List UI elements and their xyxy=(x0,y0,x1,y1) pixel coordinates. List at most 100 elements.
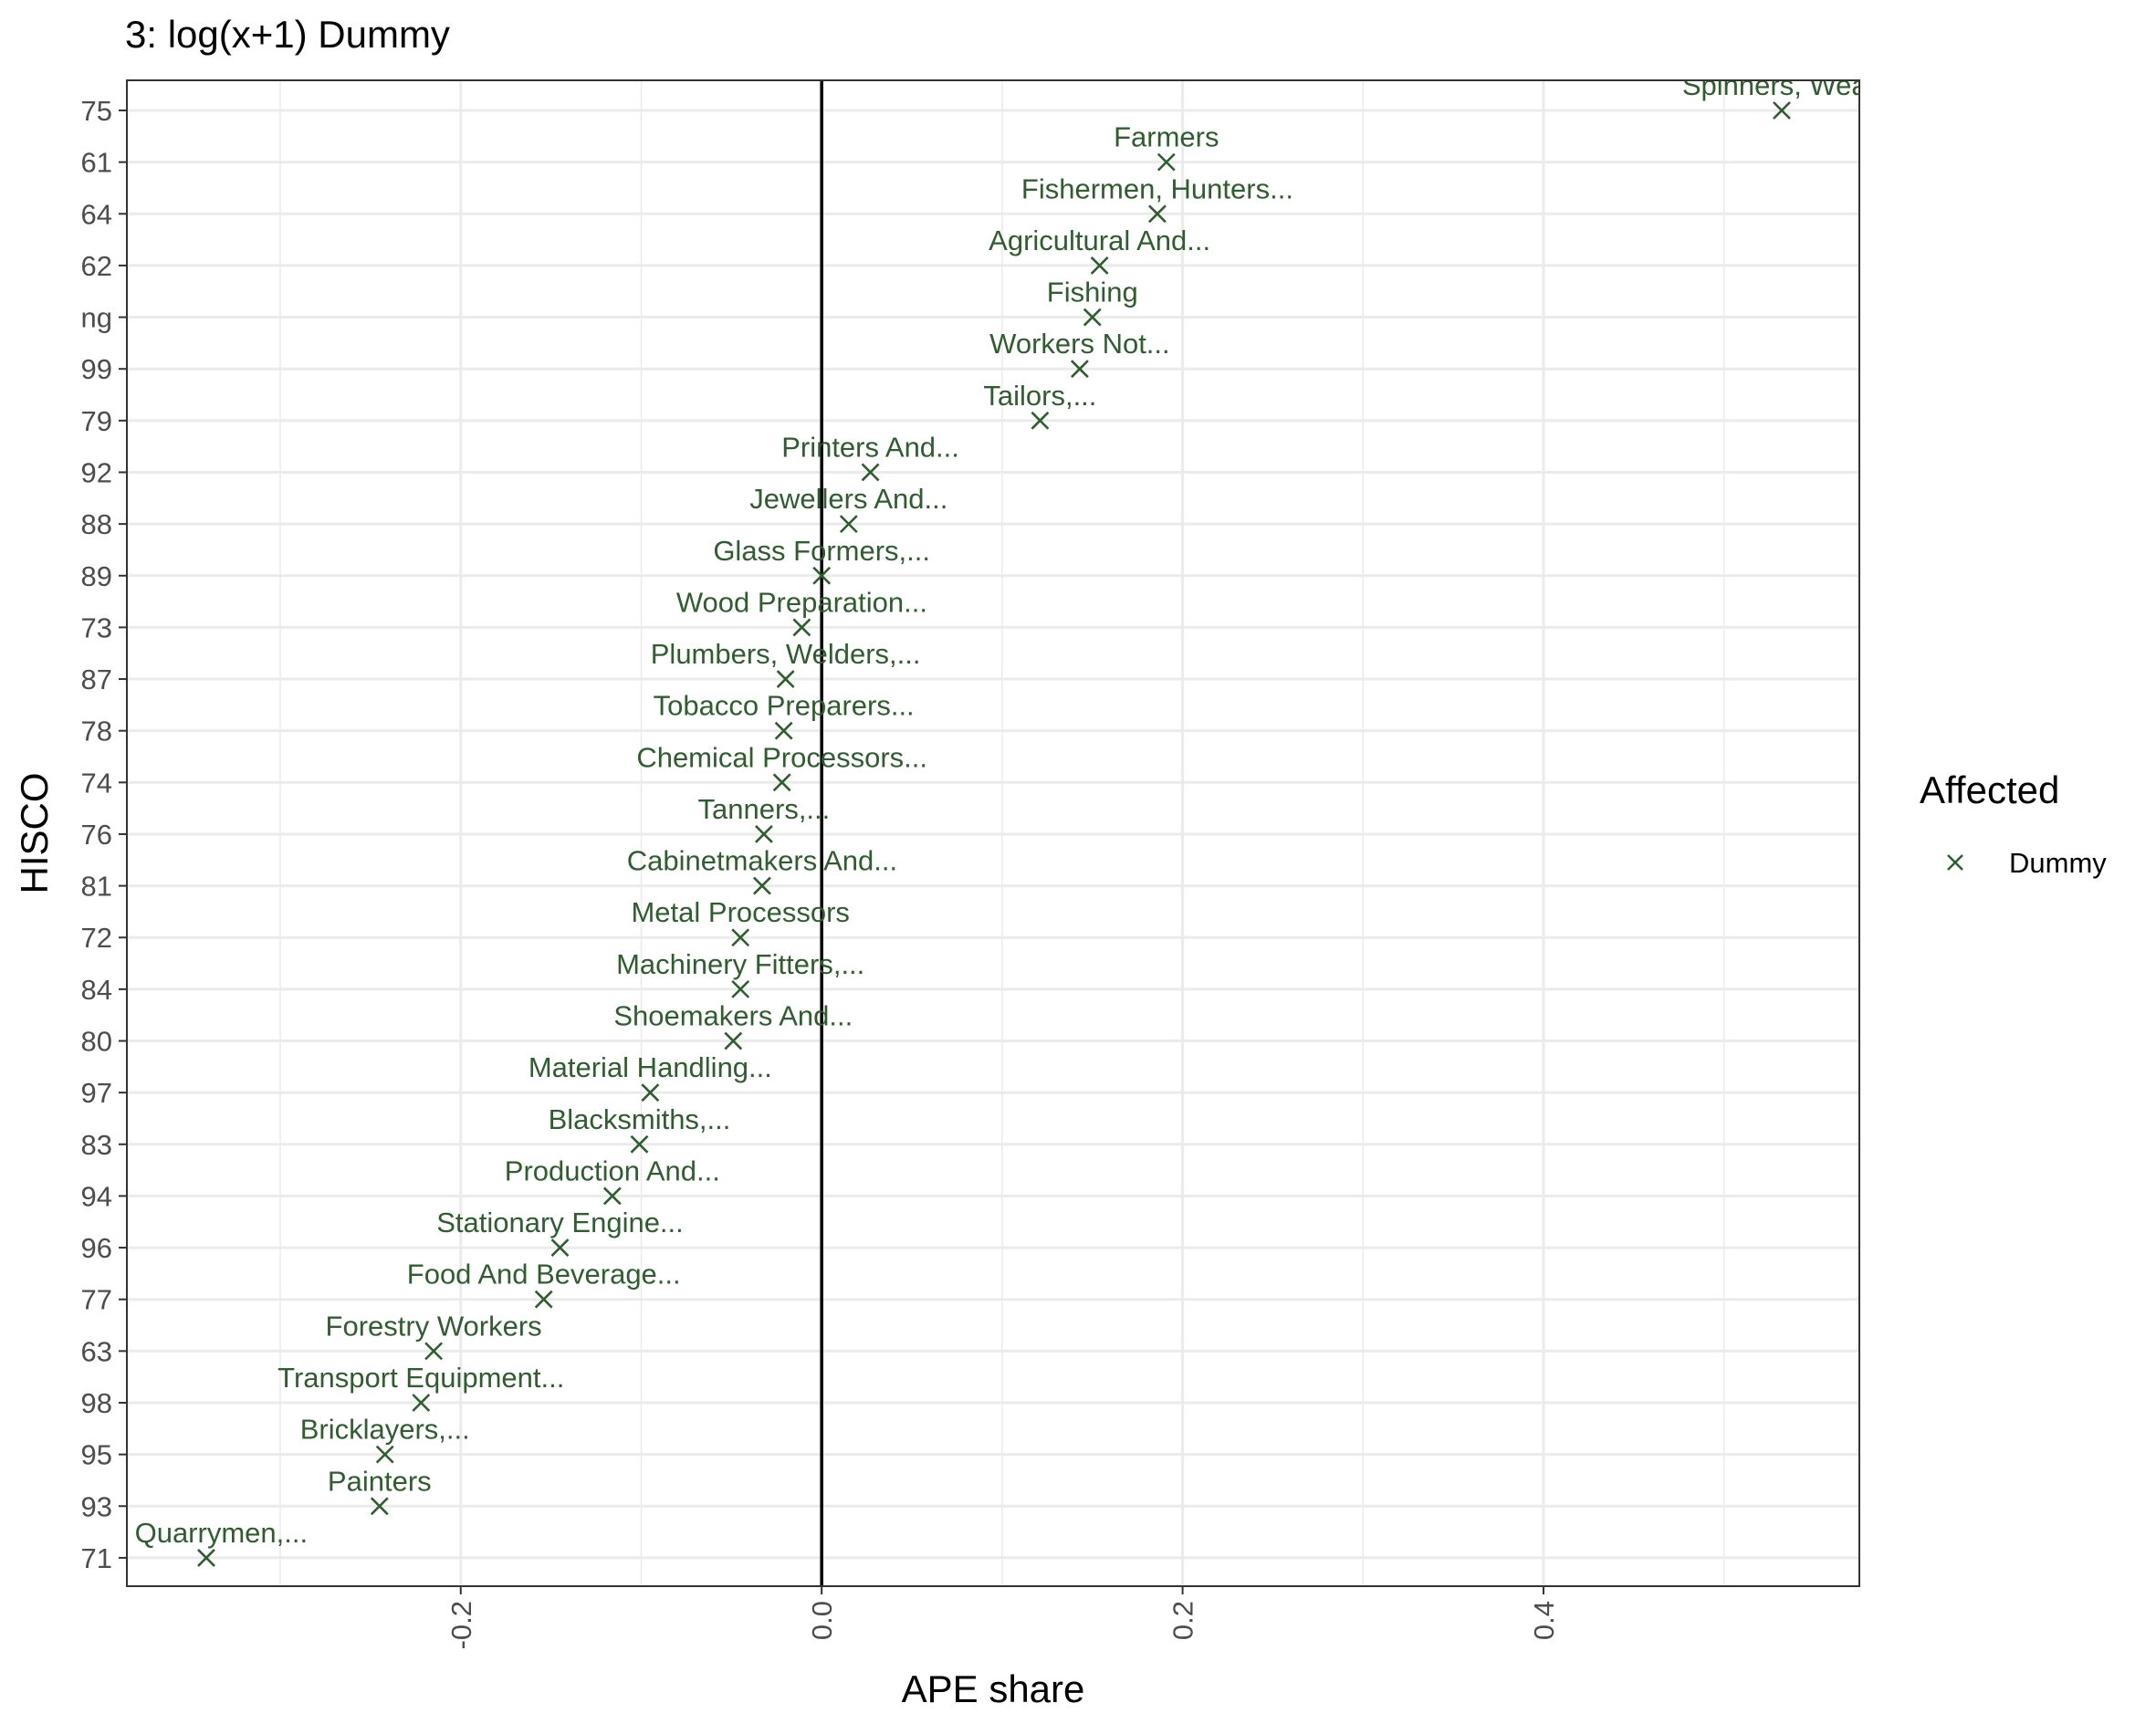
point-marker-stroke xyxy=(1070,360,1089,379)
point-marker-stroke xyxy=(1773,101,1791,120)
data-point xyxy=(812,566,832,585)
legend-label-dummy: Dummy xyxy=(2009,847,2107,879)
data-point xyxy=(412,1394,431,1412)
y-tick-label: 92 xyxy=(81,456,112,488)
point-label: Cabinetmakers And... xyxy=(627,845,897,877)
y-tick-label: 74 xyxy=(81,767,112,799)
point-label: Plumbers, Welders,... xyxy=(651,638,921,670)
y-tick-label: 80 xyxy=(81,1026,112,1058)
point-label: Tobacco Preparers... xyxy=(654,690,915,722)
point-marker-stroke xyxy=(1090,256,1109,275)
point-label: Material Handling... xyxy=(529,1051,772,1083)
y-tick-label: 62 xyxy=(81,250,112,282)
point-marker-stroke xyxy=(1031,411,1050,430)
point-label: Food And Beverage... xyxy=(407,1259,681,1290)
point-label: Fishermen, Hunters... xyxy=(1021,172,1293,204)
data-point xyxy=(754,825,773,843)
data-point xyxy=(641,1083,660,1102)
data-point xyxy=(630,1134,649,1154)
y-tick-label: 89 xyxy=(81,560,112,592)
point-marker-stroke xyxy=(1147,204,1167,224)
y-tick-label: 83 xyxy=(81,1129,112,1161)
point-marker-stroke xyxy=(776,670,795,688)
data-marks: Spinners, Weav Farmers Fishermen, Hunters.… xyxy=(105,80,1859,1567)
y-tick-label: 61 xyxy=(81,147,112,179)
data-point xyxy=(1156,152,1176,172)
point-label: Wood Preparation... xyxy=(676,586,927,618)
point-marker-stroke xyxy=(731,928,750,947)
y-tick-label: 75 xyxy=(81,95,112,127)
point-marker-stroke xyxy=(772,773,791,792)
point-label: Machinery Fitters,... xyxy=(616,948,864,980)
y-tick-label: 71 xyxy=(81,1542,112,1574)
point-label: Forestry Workers xyxy=(326,1310,542,1342)
point-marker-stroke xyxy=(1083,308,1102,327)
data-point xyxy=(1147,204,1167,224)
data-point xyxy=(772,773,791,792)
data-point xyxy=(1773,101,1791,120)
y-tick-label: 99 xyxy=(81,353,112,385)
point-marker-stroke xyxy=(753,876,771,895)
point-label: Transport Equipment... xyxy=(277,1362,564,1394)
y-tick-label: 64 xyxy=(81,198,112,230)
point-label: Shoemakers And... xyxy=(613,1000,853,1032)
grid xyxy=(127,80,1859,1586)
data-point xyxy=(839,515,858,534)
data-point xyxy=(731,928,750,947)
data-point xyxy=(1090,256,1109,275)
point-label: Stationary Engine... xyxy=(436,1207,684,1238)
data-point xyxy=(1083,308,1102,327)
point-marker-stroke xyxy=(534,1290,553,1309)
data-point xyxy=(602,1186,622,1206)
y-axis: 75 61 64 62 ng 99 79 92 88 89 73 87 78 74 76 81 72 84 80 97… xyxy=(81,95,127,1574)
point-marker-stroke xyxy=(731,979,750,998)
data-point xyxy=(1031,411,1050,430)
y-tick-label: 88 xyxy=(81,508,112,540)
point-marker-stroke xyxy=(412,1394,431,1412)
y-tick-label: 96 xyxy=(81,1232,112,1264)
point-marker-stroke xyxy=(641,1083,660,1102)
point-label: Metal Processors xyxy=(631,896,849,928)
point-marker-stroke xyxy=(370,1497,389,1516)
y-tick-label: 87 xyxy=(81,663,112,695)
point-label: Blacksmiths,... xyxy=(549,1103,731,1135)
point-label: Fishing xyxy=(1047,277,1138,308)
point-label: Printers And... xyxy=(781,431,959,463)
data-point xyxy=(370,1497,389,1516)
data-point xyxy=(792,618,811,637)
point-label: Farmers xyxy=(1114,121,1219,153)
y-tick-label: 81 xyxy=(81,871,112,903)
point-marker-stroke xyxy=(550,1238,570,1257)
x-axis-label: APE share xyxy=(902,1667,1085,1710)
point-marker-stroke xyxy=(197,1549,215,1567)
y-tick-label: 93 xyxy=(81,1490,112,1522)
x-tick-label: -0.2 xyxy=(445,1601,477,1649)
point-marker-stroke xyxy=(812,566,832,585)
point-marker-stroke xyxy=(602,1186,622,1206)
y-axis-label: HISCO xyxy=(13,772,56,893)
point-marker-stroke xyxy=(424,1342,444,1361)
data-point xyxy=(375,1445,394,1464)
point-label: Production And... xyxy=(505,1155,720,1186)
point-marker-stroke xyxy=(1156,152,1176,172)
point-label: s, Quarrymen,... xyxy=(105,1517,308,1549)
point-label: Agricultural And... xyxy=(989,225,1210,256)
y-tick-label: 77 xyxy=(81,1284,112,1316)
data-point xyxy=(197,1549,215,1567)
data-point xyxy=(774,721,793,740)
point-marker-stroke xyxy=(792,618,811,637)
point-marker-stroke xyxy=(861,463,880,482)
point-label: Painters xyxy=(328,1465,432,1497)
point-label: Glass Formers,... xyxy=(713,535,930,567)
point-marker-stroke xyxy=(724,1031,743,1050)
data-point xyxy=(731,979,750,998)
data-point xyxy=(424,1342,444,1361)
y-tick-label: 76 xyxy=(81,819,112,851)
data-point xyxy=(753,876,771,895)
legend-key-marker xyxy=(1947,854,1963,871)
data-point xyxy=(550,1238,570,1257)
point-marker-stroke xyxy=(754,825,773,843)
point-label: Jewellers And... xyxy=(749,483,947,515)
y-tick-label: 72 xyxy=(81,922,112,954)
